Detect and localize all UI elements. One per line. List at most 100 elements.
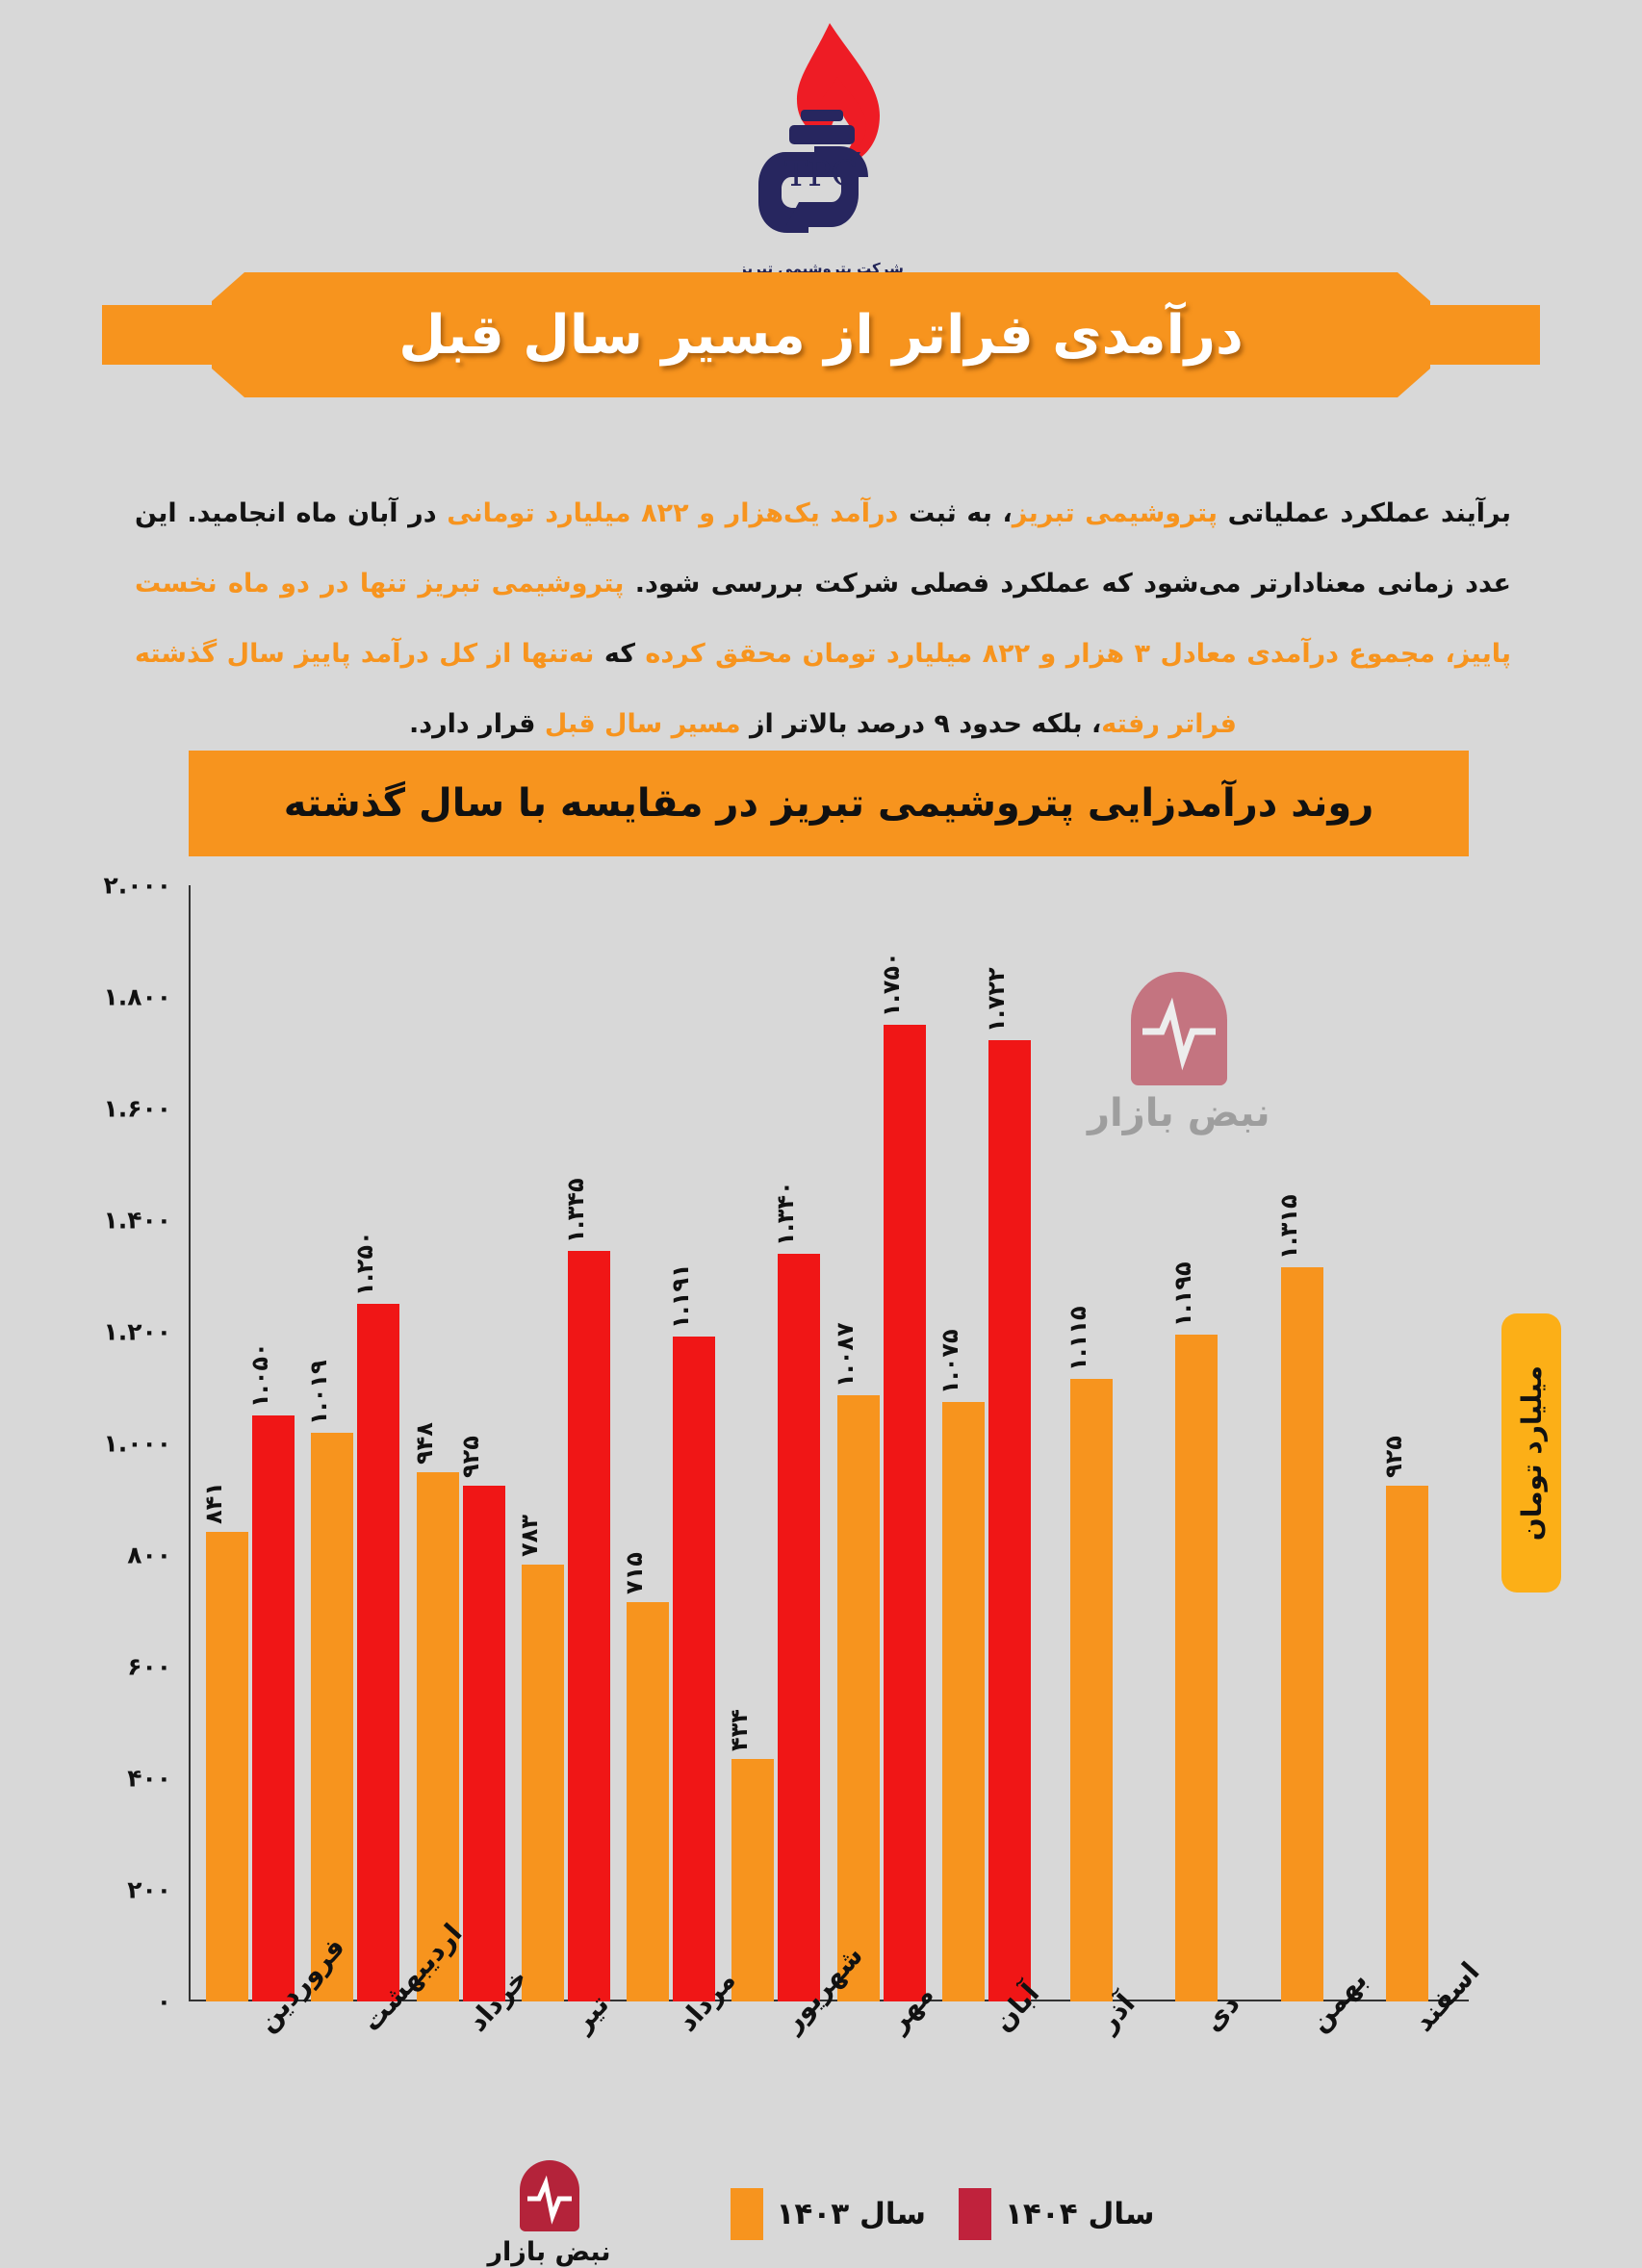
y-axis-tick: ۲۰۰ [127,1875,171,1904]
logo-text: TPC [784,155,858,194]
ribbon-notch-top-right [1398,272,1430,301]
bar: ۱.۰۵۰ [246,1342,295,2001]
pulse-icon [1130,972,1227,1085]
legend-label-1403: سال ۱۴۰۳ [776,2196,927,2231]
bar-groups: ۸۴۱ ۱.۰۵۰ ۱.۰۱۹ ۱.۲۵۰ ۹۴۸ ۹۲۵ ۷۸۳ ۱.۳۴۵ ۷۱۵ ۱.۱۹۱… [189,885,1469,2001]
month-label: دی [1196,1987,1247,2038]
bar-group: ۸۴۱ ۱.۰۵۰ [200,885,298,2001]
intro-seg-2: پتروشیمی تبریز [1012,498,1219,528]
intro-seg-6: پتروشیمی تبریز تنها در دو ماه نخست پاییز… [135,569,1511,669]
y-axis-tick: ۱.۴۰۰ [103,1206,171,1235]
intro-seg-10: مسیر سال قبل [544,709,741,739]
month-label: شهریور [776,1939,870,2038]
bar-value-label: ۱.۰۷۵ [936,1328,963,1394]
bar-value-label: ۱.۱۹۵ [1169,1261,1197,1327]
bar-group: ۹۴۸ ۹۲۵ [411,885,509,2001]
intro-seg-7: که [594,639,646,669]
month-label: بهمن [1302,1964,1373,2038]
bar: ۱.۳۴۰ [772,1181,821,2001]
bar: ۱.۳۴۵ [562,1178,610,2001]
legend-swatch-1403 [730,2187,763,2240]
y-axis-tick: ۶۰۰ [127,1652,171,1681]
bar: ۹۴۸ [411,1422,459,2001]
bar-value-label: ۱.۳۴۵ [561,1178,589,1243]
intro-seg-3: ، به ثبت [898,498,1013,528]
revenue-bar-chart: ۲.۰۰۰ ۱.۸۰۰ ۱.۶۰۰ ۱.۴۰۰ ۱.۲۰۰ ۱.۰۰۰ ۸۰۰ ۶۰۰ ۴۰۰ ۲… [103,872,1469,2016]
heartbeat-line-icon [1142,997,1216,1071]
y-axis-tick: ۲.۰۰۰ [103,871,171,900]
bar-group: ۱.۱۱۵ [1043,885,1140,2001]
bar-value-label: ۱.۲۵۰ [351,1231,379,1296]
month-label: خرداد [460,1962,534,2038]
intro-seg-1: برآیند عملکرد عملیاتی [1218,498,1511,528]
bar-value-label: ۴۳۴ [726,1709,754,1752]
bar: ۱.۱۱۵ [1065,1307,1114,2001]
month-label: مرداد [671,1964,742,2038]
intro-seg-9: ، بلکه حدود ۹ درصد بالاتر از [740,709,1102,739]
bar-value-label: ۱.۰۵۰ [246,1342,274,1408]
ribbon-notch-bottom-right [1398,369,1430,397]
bar: ۷۱۵ [621,1552,670,2001]
intro-seg-5: در آبان ماه انجامید. این عدد زمانی معناد… [135,498,1511,599]
y-axis-tick: ۱.۶۰۰ [103,1094,171,1123]
ribbon-tail-right [1415,305,1540,365]
intro-seg-11: قرار دارد. [409,709,545,739]
intro-seg-8: نه‌تنها از کل درآمد پاییز سال گذشته فرات… [135,639,1237,739]
bar: ۱.۷۲۲ [983,968,1031,2001]
bar: ۸۴۱ [200,1482,249,2001]
x-axis-month-labels: فروردین اردیبهشت خرداد تیر مرداد شهریور مهر آبا… [189,1917,1486,2127]
bar-value-label: ۱.۳۱۵ [1274,1194,1302,1261]
bar-group: ۷۱۵ ۱.۱۹۱ [621,885,719,2001]
bar-group: ۱.۰۸۷ ۱.۷۵۰ [832,885,930,2001]
month-label: اسفند [1407,1955,1486,2038]
bar: ۱.۲۵۰ [351,1231,400,2001]
company-logo: TPC شرکت پتروشیمی تبریز [706,17,936,277]
y-axis-tick: ۴۰۰ [127,1764,171,1793]
bar-value-label: ۸۴۱ [200,1482,228,1525]
intro-paragraph: برآیند عملکرد عملیاتی پتروشیمی تبریز، به… [135,478,1511,759]
bar: ۹۲۵ [1380,1436,1428,2001]
bar-group: ۱.۱۹۵ [1148,885,1244,2001]
footer-heartbeat-icon [526,2175,572,2225]
tpc-flame-logo-icon: TPC [758,23,880,233]
headline-ribbon: درآمدی فراتر از مسیر سال قبل [102,272,1540,397]
bar: ۱.۱۹۵ [1169,1261,1219,2001]
bar-value-label: ۹۴۸ [410,1422,438,1465]
bar: ۱.۷۵۰ [878,952,926,2001]
month-label: آذر [1091,1987,1142,2038]
bar-group: ۱.۰۷۵ ۱.۷۲۲ [936,885,1035,2001]
bar: ۴۳۴ [726,1709,775,2001]
month-label: اردیبهشت [355,1917,469,2038]
bar-group: ۱.۳۱۵ [1254,885,1350,2001]
legend-item-1404: سال ۱۴۰۴ [959,2187,1155,2240]
bar-group: ۱.۰۱۹ ۱.۲۵۰ [305,885,403,2001]
bar: ۱.۰۱۹ [305,1360,354,2001]
footer-pulse-icon [519,2160,579,2231]
bar: ۱.۰۷۵ [936,1329,985,2001]
month-label: تیر [566,1988,616,2038]
chart-legend: نبض بازار سال ۱۴۰۳ سال ۱۴۰۴ [0,2160,1642,2267]
ribbon-body [212,272,1430,397]
bar-value-label: ۷۸۳ [515,1514,543,1557]
intro-seg-4: درآمد یک‌هزار و ۸۲۲ میلیارد تومانی [447,498,899,528]
bar-value-label: ۹۲۵ [1380,1435,1407,1478]
ribbon-notch-bottom-left [212,369,244,397]
legend-item-1403: سال ۱۴۰۳ [730,2187,927,2240]
page-title: درآمدی فراتر از مسیر سال قبل [398,303,1244,367]
y-axis-line [189,885,191,2001]
bar-group: ۹۲۵ [1359,885,1455,2001]
watermark-label: نبض بازار [1088,1091,1270,1135]
bar: ۱.۳۱۵ [1275,1195,1323,2001]
month-label: آبان [987,1977,1046,2038]
bar-group: ۷۸۳ ۱.۳۴۵ [515,885,614,2001]
ribbon-tail-left [102,305,227,365]
bar-value-label: ۱.۰۱۹ [305,1360,333,1425]
bar-group: ۴۳۴ ۱.۳۴۰ [726,885,824,2001]
bar-value-label: ۱.۱۹۱ [667,1263,695,1330]
y-axis-tick: ۱.۲۰۰ [103,1317,171,1346]
footer-brand-label: نبض بازار [487,2237,611,2267]
x-axis-line [189,2000,1469,2001]
legend-swatch-1404 [959,2187,992,2240]
month-label: مهر [881,1978,940,2038]
